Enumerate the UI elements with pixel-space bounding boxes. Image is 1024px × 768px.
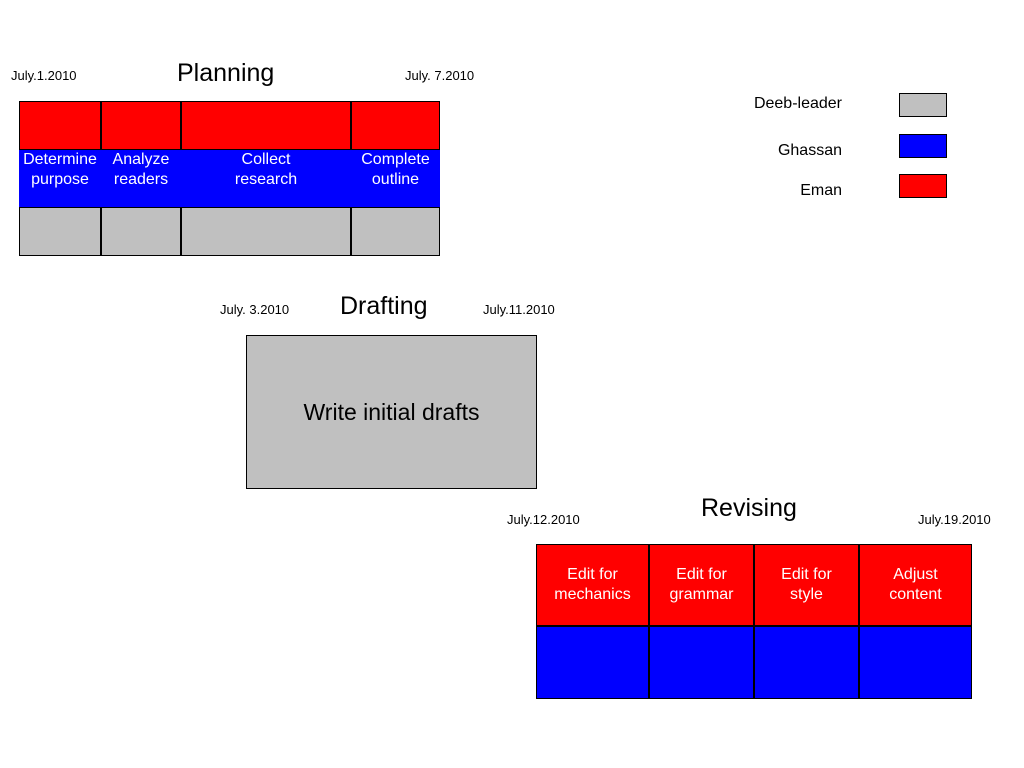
revising-task: Edit for style [754,544,859,626]
legend-swatch-blue [899,134,947,158]
revising-task: Adjust content [859,544,972,626]
planning-title: Planning [177,59,275,87]
legend-label-eman: Eman [800,182,842,199]
legend: Deeb-leader Ghassan Eman [692,92,952,202]
legend-swatch-gray [899,93,947,117]
revising-blue-cell [754,626,859,699]
planning-gray-cell [101,207,181,256]
revising-grid: Edit for mechanics Edit for grammar Edit… [536,544,972,699]
planning-task: Complete outline [351,150,440,207]
planning-gray-cell [351,207,440,256]
planning-task: Analyze readers [101,150,181,207]
legend-label-ghassan: Ghassan [777,142,842,159]
drafting-task-box: Write initial drafts [246,335,537,489]
drafting-start-date: July. 3.2010 [220,302,290,317]
planning-red-cell [181,101,351,150]
revising-task: Edit for grammar [649,544,754,626]
revising-title: Revising [701,494,797,522]
drafting-title: Drafting [340,292,428,320]
revising-task: Edit for mechanics [536,544,649,626]
planning-grid: Determine purpose Analyze readers Collec… [19,101,440,256]
planning-gray-cell [19,207,101,256]
revising-blue-cell [536,626,649,699]
revising-blue-cell [859,626,972,699]
planning-gray-cell [181,207,351,256]
revising-end-date: July.19.2010 [918,512,991,527]
legend-label-deeb: Deeb-leader [753,95,842,112]
planning-task: Collect research [181,150,351,207]
planning-end-date: July. 7.2010 [405,68,475,83]
drafting-task-label: Write initial drafts [303,398,480,425]
planning-red-cell [101,101,181,150]
legend-swatch-red [899,174,947,198]
planning-task: Determine purpose [19,150,101,207]
revising-start-date: July.12.2010 [507,512,580,527]
drafting-end-date: July.11.2010 [483,302,555,317]
revising-blue-cell [649,626,754,699]
planning-red-cell [19,101,101,150]
planning-red-cell [351,101,440,150]
planning-start-date: July.1.2010 [11,68,77,83]
